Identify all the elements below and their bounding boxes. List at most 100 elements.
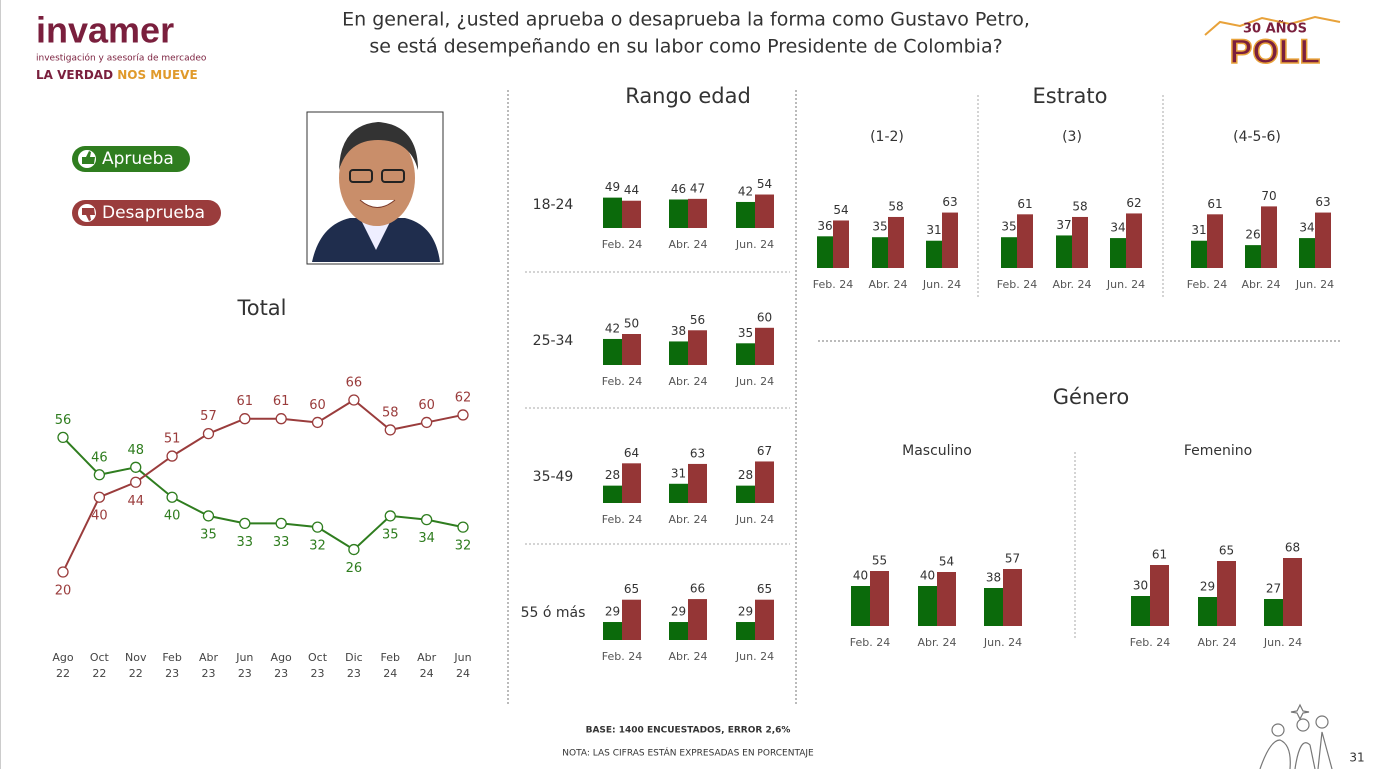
- bar: [603, 197, 622, 228]
- footer-base: BASE: 1400 ENCUESTADOS, ERROR 2,6%: [586, 726, 791, 736]
- x-tick-label: Jun. 24: [735, 238, 774, 251]
- data-label: 67: [757, 444, 772, 458]
- data-label: 61: [237, 394, 254, 409]
- x-tick-label: Jun. 24: [1106, 278, 1145, 291]
- point: [202, 510, 215, 522]
- data-label: 35: [382, 527, 399, 542]
- x-tick-label: Jun. 24: [1295, 278, 1334, 291]
- bar: [603, 338, 622, 365]
- x-tick-label: Nov 22: [124, 651, 147, 680]
- bar: [1001, 237, 1017, 268]
- x-tick-label: Feb. 24: [850, 636, 890, 649]
- legend-pill: [72, 146, 190, 172]
- logo-slogan: LA VERDAD NOS MUEVE: [36, 68, 198, 82]
- bar: [984, 588, 1003, 626]
- bar: [1056, 235, 1072, 268]
- data-label: 65: [757, 582, 772, 596]
- point: [457, 409, 469, 421]
- x-tick-label: Abr. 24: [1197, 636, 1236, 649]
- photo-glasses: [381, 169, 405, 183]
- bar: [1198, 597, 1217, 626]
- panel-label: (4-5-6): [1233, 129, 1281, 145]
- point: [420, 416, 433, 429]
- panel-label: 18-24: [533, 197, 574, 213]
- bar: [622, 599, 641, 640]
- figure-head: [1296, 718, 1310, 732]
- x-tick-label: Oct 22: [89, 651, 109, 680]
- data-label: 46: [91, 450, 108, 465]
- data-label: 66: [346, 376, 363, 391]
- data-label: 61: [1207, 197, 1222, 211]
- bar: [817, 236, 833, 268]
- x-tick-label: Jun. 24: [735, 375, 774, 388]
- x-tick-label: Abr. 24: [868, 278, 907, 291]
- bar: [688, 330, 707, 365]
- data-label: 64: [624, 446, 639, 460]
- bar: [1217, 561, 1236, 626]
- x-tick-label: Abr. 24: [1241, 278, 1280, 291]
- point: [275, 413, 287, 425]
- data-label: 35: [1001, 220, 1016, 234]
- legend-label: Aprueba: [102, 149, 174, 169]
- data-label: 40: [853, 569, 868, 583]
- bar: [736, 201, 755, 228]
- point: [348, 394, 360, 406]
- data-label: 54: [939, 555, 954, 569]
- x-tick-label: Jun. 24: [1263, 636, 1302, 649]
- data-label: 44: [624, 183, 639, 197]
- bar: [1261, 206, 1277, 268]
- bar: [622, 463, 641, 503]
- point: [311, 521, 324, 533]
- data-label: 63: [690, 446, 705, 460]
- data-label: 32: [455, 539, 472, 554]
- bar: [622, 200, 641, 228]
- point: [348, 543, 360, 556]
- data-label: 57: [200, 409, 217, 424]
- bar: [736, 485, 755, 503]
- data-label: 57: [1005, 552, 1020, 566]
- data-label: 34: [1110, 221, 1125, 235]
- figure-head: [1315, 715, 1329, 729]
- bar: [1283, 558, 1302, 626]
- data-label: 42: [738, 184, 753, 198]
- data-label: 48: [127, 443, 144, 458]
- x-tick-label: Feb. 24: [997, 278, 1037, 291]
- photo-smile: [359, 199, 396, 208]
- legend-thumb: [82, 208, 95, 221]
- footer-note: NOTA: LAS CIFRAS ESTÁN EXPRESADAS EN POR…: [562, 747, 814, 759]
- point: [202, 428, 215, 440]
- data-label: 58: [888, 199, 903, 213]
- bar: [736, 343, 755, 365]
- data-label: 31: [1191, 223, 1206, 237]
- data-label: 50: [624, 317, 639, 331]
- photo-glasses: [349, 169, 373, 183]
- panel-label: Masculino: [902, 443, 972, 459]
- x-tick-label: Feb. 24: [813, 278, 853, 291]
- bar: [851, 586, 870, 626]
- data-label: 61: [1152, 548, 1167, 562]
- point: [239, 517, 251, 530]
- x-tick-label: Jun. 24: [922, 278, 961, 291]
- photo: [306, 111, 444, 265]
- bar: [688, 599, 707, 640]
- sparkle: [1290, 703, 1310, 721]
- x-tick-label: Ago 22: [52, 651, 74, 680]
- bar: [755, 461, 774, 503]
- panel-label: 35-49: [533, 469, 574, 485]
- panel-label: 55 ó más: [521, 605, 586, 621]
- data-label: 38: [671, 324, 686, 338]
- point: [166, 450, 178, 462]
- x-tick-label: Dic 23: [345, 651, 363, 680]
- x-tick-label: Feb 23: [162, 651, 182, 680]
- logo-tagline: investigación y asesoría de mercadeo: [36, 53, 207, 64]
- data-label: 63: [942, 195, 957, 209]
- x-tick-label: Jun. 24: [983, 636, 1022, 649]
- point: [93, 491, 106, 503]
- data-label: 46: [671, 182, 686, 196]
- bar: [926, 240, 942, 268]
- data-label: 55: [872, 554, 887, 568]
- x-tick-label: Jun. 24: [735, 513, 774, 526]
- data-label: 31: [926, 223, 941, 237]
